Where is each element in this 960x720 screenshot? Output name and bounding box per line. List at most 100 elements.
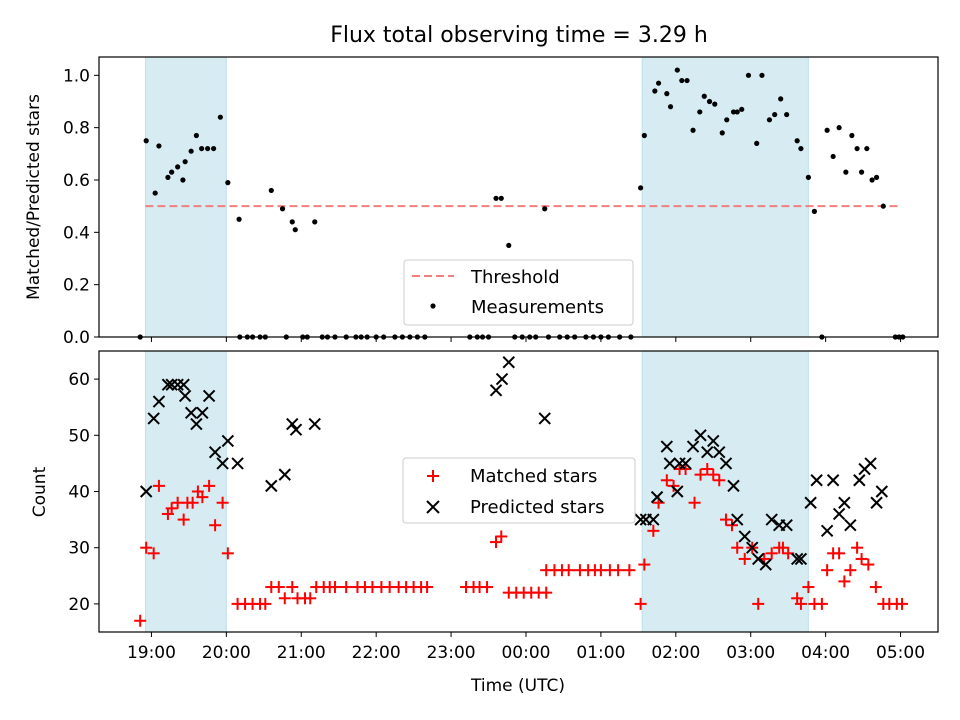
bottom-y-axis: 20 30 40 50 60 — [68, 370, 99, 615]
legend-predicted-swatch — [426, 500, 440, 514]
predicted-stars-point — [701, 445, 714, 459]
predicted-stars-point — [139, 485, 153, 498]
predicted-stars-point — [794, 552, 808, 566]
y-tick-label: 0.0 — [63, 328, 90, 348]
matched-stars-point — [421, 581, 434, 594]
measurements-point — [745, 72, 752, 78]
y-tick-label: 0.4 — [63, 223, 90, 243]
matched-stars-point — [688, 496, 701, 509]
measurements-point — [858, 169, 865, 175]
shaded-region-2 — [641, 351, 809, 632]
measurements-point — [811, 208, 817, 214]
measurements-point — [175, 164, 181, 170]
measurements-point — [188, 148, 194, 154]
measurements-point — [759, 72, 765, 78]
matched-stars-point — [216, 496, 229, 509]
matched-stars-point — [667, 479, 680, 492]
predicted-stars-point — [221, 434, 235, 448]
measurements-point — [205, 145, 211, 152]
matched-stars-point — [612, 564, 625, 577]
measurements-point — [864, 145, 870, 152]
measurements-point — [655, 80, 662, 86]
measurements-point — [836, 125, 842, 131]
predicted-stars-point — [663, 457, 677, 470]
matched-stars-point — [851, 541, 864, 554]
predicted-stars-point — [538, 412, 551, 425]
top-panel: 0.0 0.2 0.4 0.6 0.8 1.0 Matched/Predicted sta… — [24, 56, 939, 348]
y-tick-label: 0.8 — [63, 119, 90, 139]
measurements-point — [766, 117, 773, 123]
measurements-point — [873, 174, 880, 180]
predicted-stars-point — [746, 541, 759, 554]
matched-stars-point — [833, 547, 846, 560]
matched-stars-point — [638, 558, 651, 571]
predicted-stars-point — [147, 412, 160, 425]
bottom-legend-box — [402, 457, 636, 524]
matched-stars-point — [679, 463, 692, 476]
measurements-point — [739, 106, 745, 112]
x-tick-label: 22:00 — [352, 643, 401, 663]
x-tick-label: 20:00 — [202, 643, 251, 663]
predicted-stars-point — [178, 389, 192, 403]
measurements-point — [724, 117, 730, 123]
measurements-point — [225, 180, 231, 186]
x-tick-label: 00:00 — [501, 643, 550, 663]
measurements-point — [798, 145, 804, 152]
matched-stars-point — [562, 564, 575, 577]
x-tick-label: 19:00 — [127, 643, 176, 663]
top-x-tick-marks — [150, 337, 902, 342]
x-tick-label: 05:00 — [876, 643, 925, 663]
measurements-point — [493, 195, 499, 201]
predicted-stars-point — [759, 558, 772, 571]
matched-stars-point — [134, 614, 147, 627]
measurements-point — [638, 185, 644, 191]
y-tick-label: 40 — [68, 483, 90, 503]
measurements-point — [843, 169, 849, 175]
predicted-stars-point — [647, 513, 660, 526]
x-tick-label: 02:00 — [651, 643, 700, 663]
measurements-point — [199, 145, 205, 152]
y-tick-label: 60 — [68, 370, 90, 390]
measurements-point — [854, 145, 860, 152]
predicted-stars-point — [790, 552, 804, 566]
predicted-stars-point — [810, 474, 823, 487]
measurements-point — [652, 88, 658, 94]
predicted-stars-point — [686, 440, 700, 453]
top-plot-frame — [98, 56, 939, 338]
predicted-stars-point — [870, 496, 883, 509]
x-tick-label: 04:00 — [801, 643, 850, 663]
matched-stars-point — [815, 597, 828, 610]
matched-stars-point — [196, 491, 209, 504]
matched-stars-point — [869, 581, 882, 594]
matched-stars-point — [272, 581, 285, 594]
predicted-stars-point — [719, 457, 733, 470]
measurements-point — [805, 174, 812, 180]
measurements-point — [312, 219, 318, 225]
matched-stars-point — [821, 564, 834, 577]
measurements-point — [292, 227, 298, 233]
predicted-stars-point — [826, 474, 840, 487]
x-tick-label: 23:00 — [427, 643, 476, 663]
predicted-stars-point — [844, 519, 857, 532]
measurements-point — [778, 96, 784, 102]
matched-stars-point — [713, 474, 726, 487]
measurements-point — [706, 98, 713, 105]
matched-stars-point — [794, 597, 807, 610]
bottom-x-axis: 19:00 20:00 21:00 22:00 23:00 00:00 01:00 02:00… — [127, 632, 925, 663]
legend-matched-swatch — [427, 470, 439, 482]
predicted-stars-point — [853, 474, 866, 487]
measurements-point — [697, 109, 703, 115]
matched-stars-point — [340, 581, 353, 594]
matched-stars-point — [286, 581, 299, 594]
predicted-stars-point — [289, 423, 303, 436]
measurements-point — [794, 138, 800, 144]
legend-measurements-swatch — [430, 303, 436, 309]
predicted-stars-point — [216, 457, 229, 470]
predicted-stars-point — [832, 507, 846, 521]
y-tick-label: 0.6 — [63, 171, 90, 191]
matched-stars-point — [540, 586, 553, 599]
matched-stars-point — [634, 597, 647, 610]
predicted-stars-point — [765, 513, 778, 526]
measurements-point — [869, 177, 875, 183]
matched-stars-point — [152, 479, 165, 492]
